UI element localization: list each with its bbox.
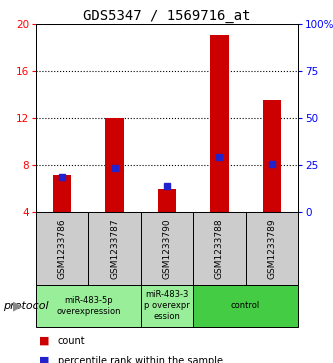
Bar [263, 100, 281, 212]
Bar [53, 175, 71, 212]
Text: GSM1233790: GSM1233790 [163, 218, 171, 279]
Text: ■: ■ [39, 356, 50, 363]
Text: ■: ■ [39, 336, 50, 346]
Bar [210, 35, 228, 212]
Text: miR-483-3
p overexpr
ession: miR-483-3 p overexpr ession [144, 290, 190, 321]
Text: GSM1233786: GSM1233786 [58, 218, 67, 279]
Text: control: control [231, 301, 260, 310]
Text: count: count [58, 336, 85, 346]
Text: percentile rank within the sample: percentile rank within the sample [58, 356, 222, 363]
Text: GSM1233787: GSM1233787 [110, 218, 119, 279]
Bar [158, 189, 176, 212]
Text: GSM1233789: GSM1233789 [267, 218, 276, 279]
Text: protocol: protocol [3, 301, 49, 311]
Bar [106, 118, 124, 212]
Text: GDS5347 / 1569716_at: GDS5347 / 1569716_at [83, 9, 250, 23]
Text: GSM1233788: GSM1233788 [215, 218, 224, 279]
Text: ▶: ▶ [13, 299, 22, 312]
Text: miR-483-5p
overexpression: miR-483-5p overexpression [56, 296, 121, 316]
